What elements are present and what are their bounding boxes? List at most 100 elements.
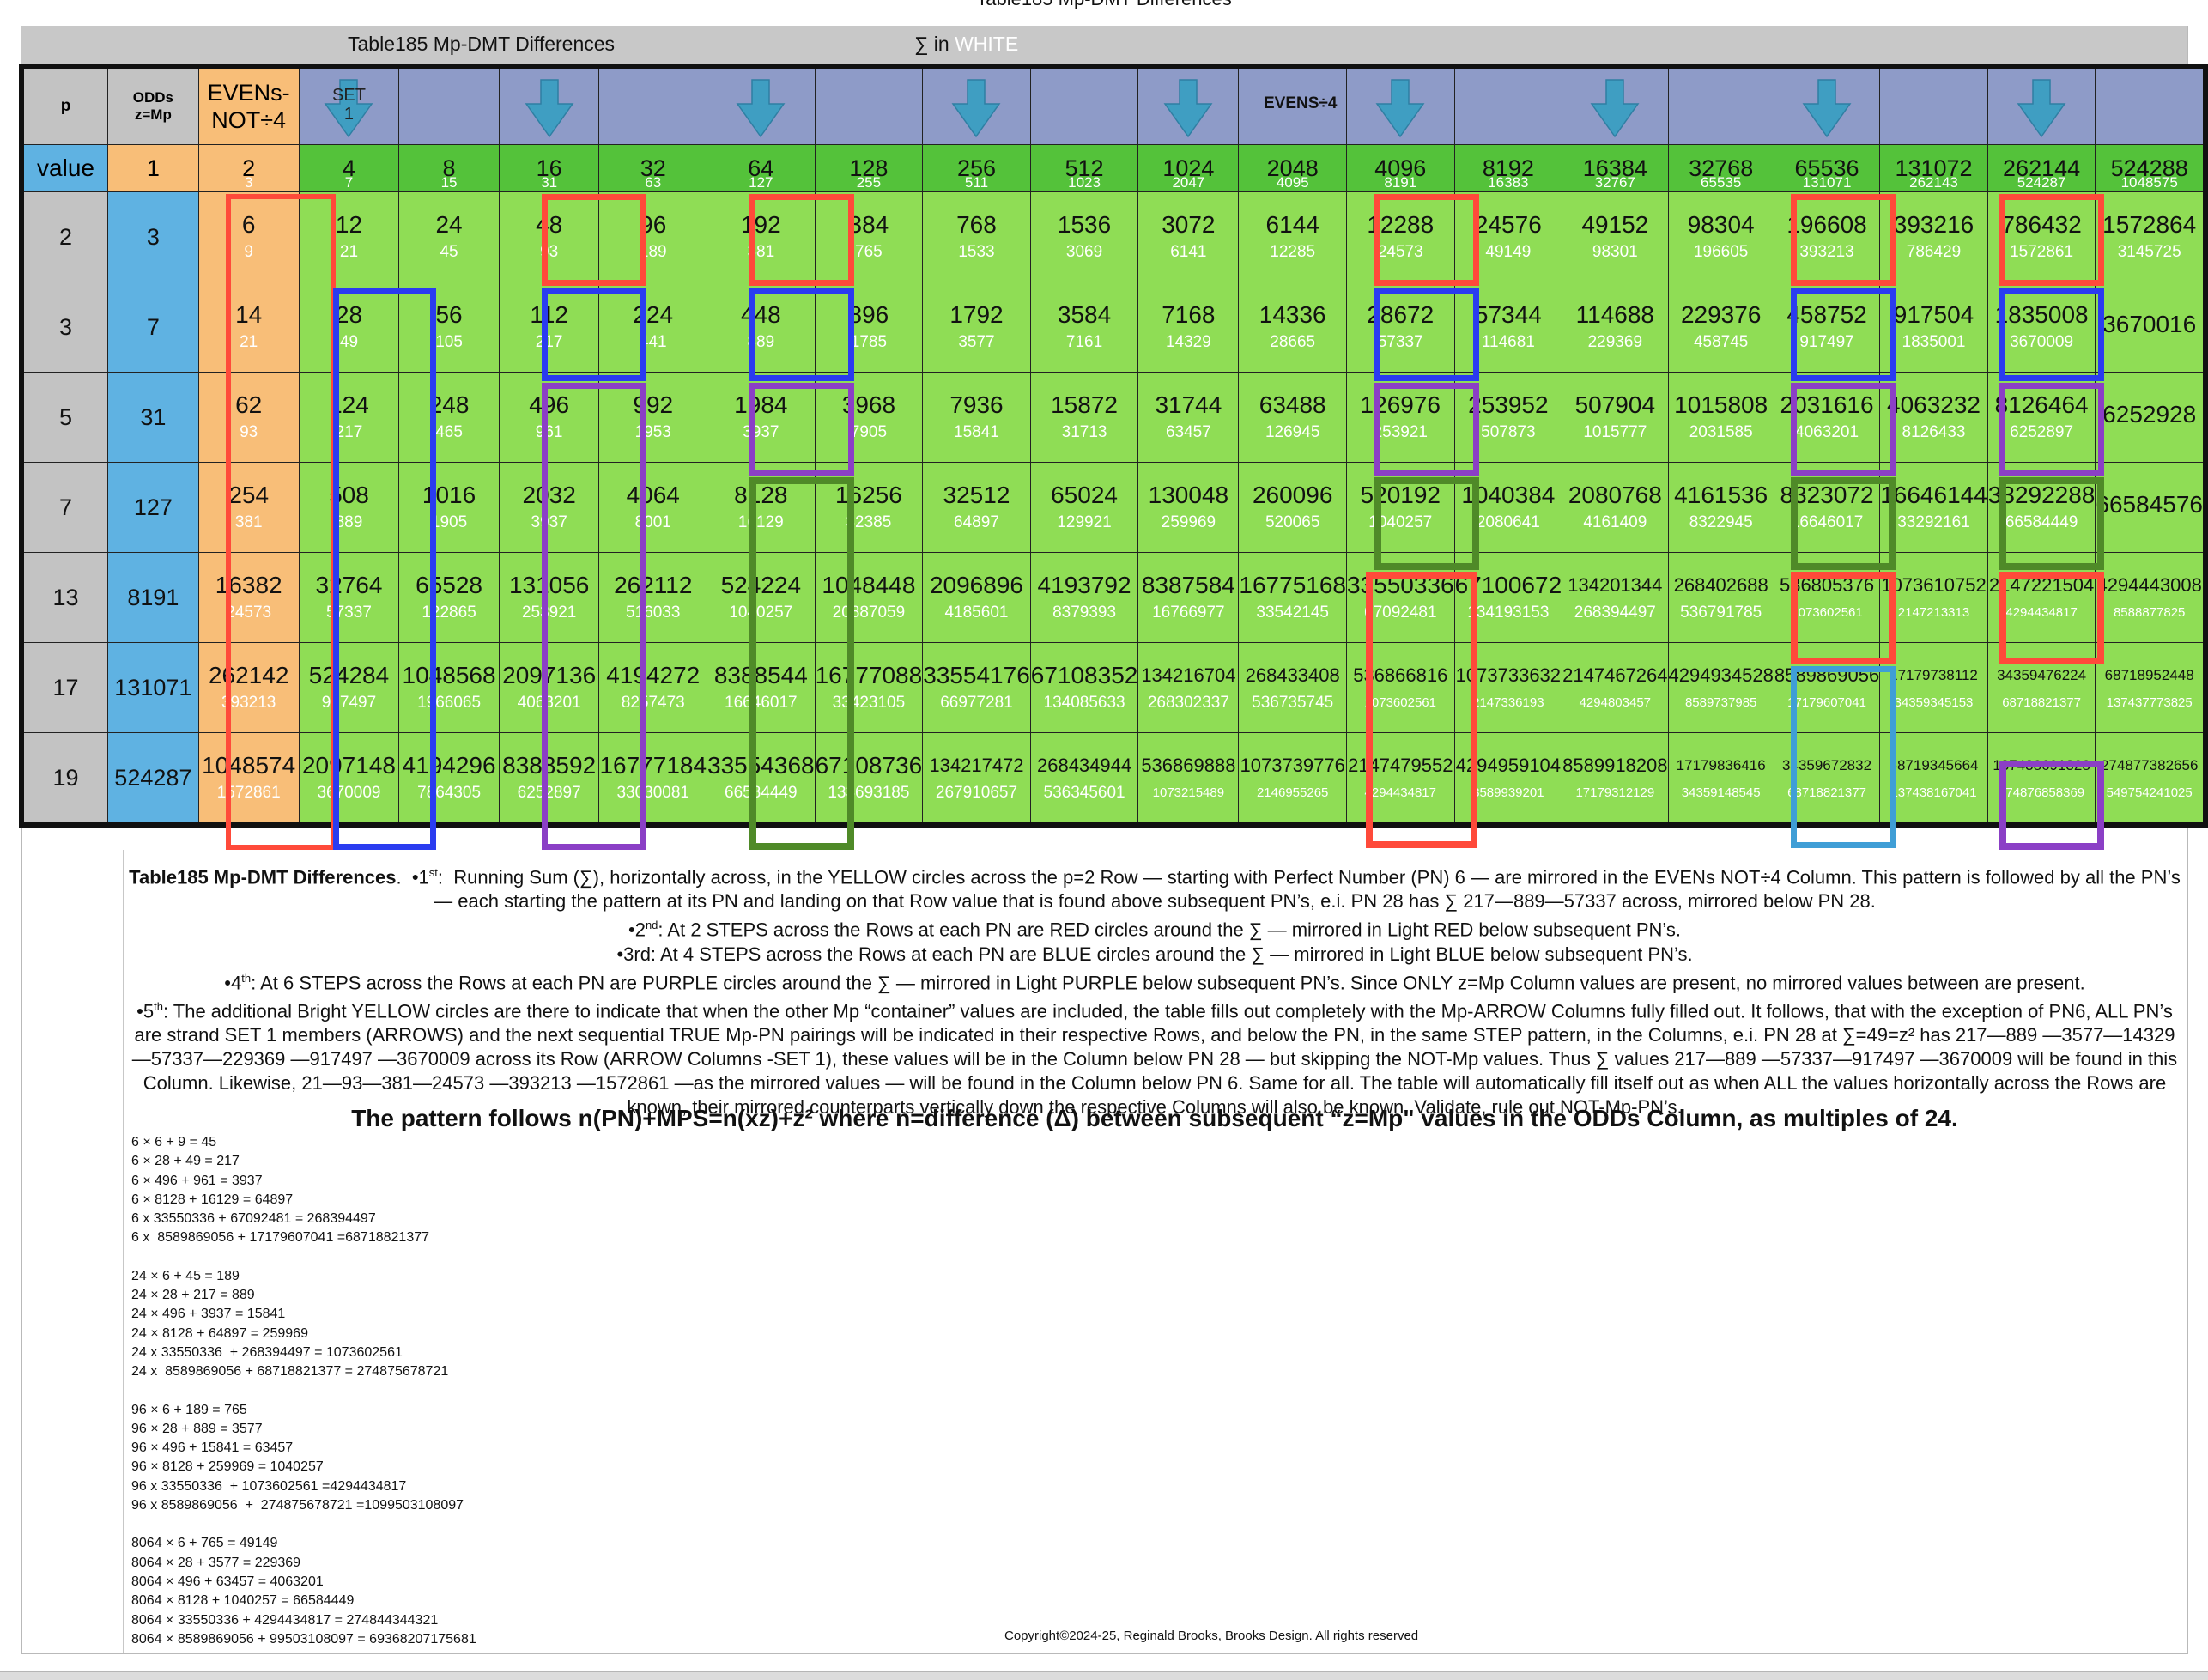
p-cell: 5 (21, 372, 109, 463)
cell-sum: 765 (855, 243, 883, 261)
cell-sum: 21 (339, 243, 359, 261)
cell-sum: 1533 (958, 243, 995, 261)
cell-value: 2147467264 (1562, 664, 1668, 686)
value-cell: 520192 1040257 (1345, 462, 1455, 553)
cell-sum: 8588877825 (2113, 605, 2186, 620)
p-cell: 7 (21, 462, 109, 553)
formula-line: 24 × 28 + 217 = 889 (131, 1288, 255, 1303)
value-cell: 3584 7161 (1029, 282, 1139, 373)
power-cell: 2048 4095 (1238, 144, 1347, 192)
caption-p2: : At 2 STEPS across the Rows at each PN … (658, 919, 1681, 941)
cell-value: 14336 (1259, 301, 1326, 328)
set1-label: SET 1 (300, 86, 398, 124)
table-row: 3 7 14 21 28 49 56 105 112 217 224 441 448 889 896 1785… (21, 282, 2206, 373)
cell-value: 33554368 (707, 752, 815, 779)
power-cell: 65536 131071 (1773, 144, 1881, 192)
set1-number: 1 (343, 105, 355, 124)
p-cell: 2 (21, 191, 109, 282)
value-cell: 33554368 66584449 (707, 732, 816, 826)
cell-value: 458752 (1786, 301, 1867, 328)
cell-sum: 536791785 (1680, 603, 1762, 622)
arrow-header-cell: SET 1 (298, 65, 400, 145)
cell-sum: 2146955265 (1256, 785, 1329, 800)
odd-cell: 31 (107, 372, 199, 463)
value-cell: 67108736 133693185 (814, 732, 924, 826)
formula-line: 8064 × 28 + 3577 = 229369 (131, 1555, 301, 1570)
cell-value: 262112 (614, 572, 693, 598)
cell-value: 2097148 (301, 752, 396, 779)
cell-sum: 1073215489 (1152, 785, 1225, 800)
cell-value: 3968 (841, 391, 896, 418)
cell-sum: 31713 (1061, 423, 1107, 441)
cell-value: 496 (529, 391, 570, 418)
formula-line: 6 × 8128 + 16129 = 64897 (131, 1192, 294, 1207)
cell-sum: 441 (639, 333, 667, 351)
cell-sum: 133693185 (828, 784, 910, 802)
cell-sum: 3069 (1065, 243, 1103, 261)
cell-sum: 16129 (737, 513, 784, 531)
cell-sum: 4185601 (944, 603, 1009, 622)
value-cell: 262112 516033 (598, 552, 708, 643)
value-cell: 3670016 (2095, 282, 2206, 373)
formula-line: 24 × 8128 + 64897 = 259969 (131, 1325, 308, 1341)
cell-value: 1792 (949, 301, 1004, 328)
cell-value: 63488 (1259, 391, 1326, 418)
cell-value: 8126464 (1994, 391, 2089, 418)
cell-sum: 196605 (1693, 243, 1749, 261)
even-cell: 62 93 (197, 372, 300, 463)
formula-line: 8064 × 6 + 765 = 49149 (131, 1536, 278, 1551)
power-value: 32768 (1689, 155, 1754, 181)
power-cell: 16384 32767 (1562, 144, 1669, 192)
cell-value: 98304 (1687, 211, 1755, 238)
cell-value: 274877382656 (2100, 757, 2199, 773)
value-cell: 4193792 8379393 (1029, 552, 1139, 643)
value-cell: 49152 98301 (1562, 191, 1669, 282)
p-value: 2 (59, 223, 73, 250)
value-cell: 536866816 1073602561 (1345, 642, 1455, 733)
cell-value: 229376 (1680, 301, 1762, 328)
power-value: 524288 (2110, 155, 2188, 181)
cell-sum: 34359148545 (1681, 785, 1761, 800)
cell-sum: 1953 (634, 423, 671, 441)
down-arrow-icon (1163, 79, 1213, 138)
cell-value: 2031616 (1780, 391, 1874, 418)
value-cell: 224 441 (598, 282, 708, 373)
cell-sum: 137438167041 (1890, 785, 1977, 800)
value-cell: 66584576 (2095, 462, 2206, 553)
formula-line: 24 × 496 + 3937 = 15841 (131, 1307, 286, 1322)
value-cell: 14336 28665 (1238, 282, 1347, 373)
cell-value: 33292288 (1987, 482, 2096, 508)
cell-sum: 2147336193 (1472, 695, 1544, 710)
value-cell: 17179836416 34359148545 (1667, 732, 1774, 826)
value-cell: 1572864 3145725 (2095, 191, 2206, 282)
arrow-header-cell (814, 65, 924, 145)
cell-value: 1048568 (402, 662, 496, 688)
cell-sum: 8589737985 (1684, 695, 1757, 710)
value-cell: 33554176 66977281 (922, 642, 1031, 733)
cell-sum: 4063201 (517, 694, 581, 712)
power-value: 8 (442, 155, 456, 181)
power-value: 16 (536, 155, 562, 181)
p-cell: 13 (21, 552, 109, 643)
cell-sum: 68718821377 (1787, 785, 1866, 800)
cell-sum: 126945 (1265, 423, 1320, 441)
cell-sum: 57337 (326, 603, 372, 622)
cell-value: 268402688 (1673, 574, 1768, 596)
value-cell: 393216 786429 (1879, 191, 1988, 282)
scrollbar-track[interactable] (0, 1671, 2208, 1680)
value-cell: 24576 49149 (1453, 191, 1563, 282)
cell-sum: 34359345153 (1894, 695, 1974, 710)
p-value: 19 (52, 764, 79, 791)
cell-value: 6252928 (2102, 401, 2197, 428)
cell-value: 33554176 (923, 662, 1030, 688)
down-arrow-icon (952, 79, 1001, 138)
cell-value: 1572864 (2102, 211, 2197, 238)
table-row: 7 127 254 381 508 889 1016 1905 2032 3937 4064 8001… (21, 462, 2206, 553)
cell-value: 34359476224 (1997, 667, 2087, 683)
cell-value: 536869888 (1141, 755, 1236, 776)
formula-line: 8064 × 496 + 63457 = 4063201 (131, 1574, 324, 1589)
cell-value: 536866816 (1353, 664, 1448, 686)
cell-value: 124 (329, 391, 369, 418)
value-cell: 126976 253921 (1345, 372, 1455, 463)
down-arrow-icon (1590, 79, 1640, 138)
